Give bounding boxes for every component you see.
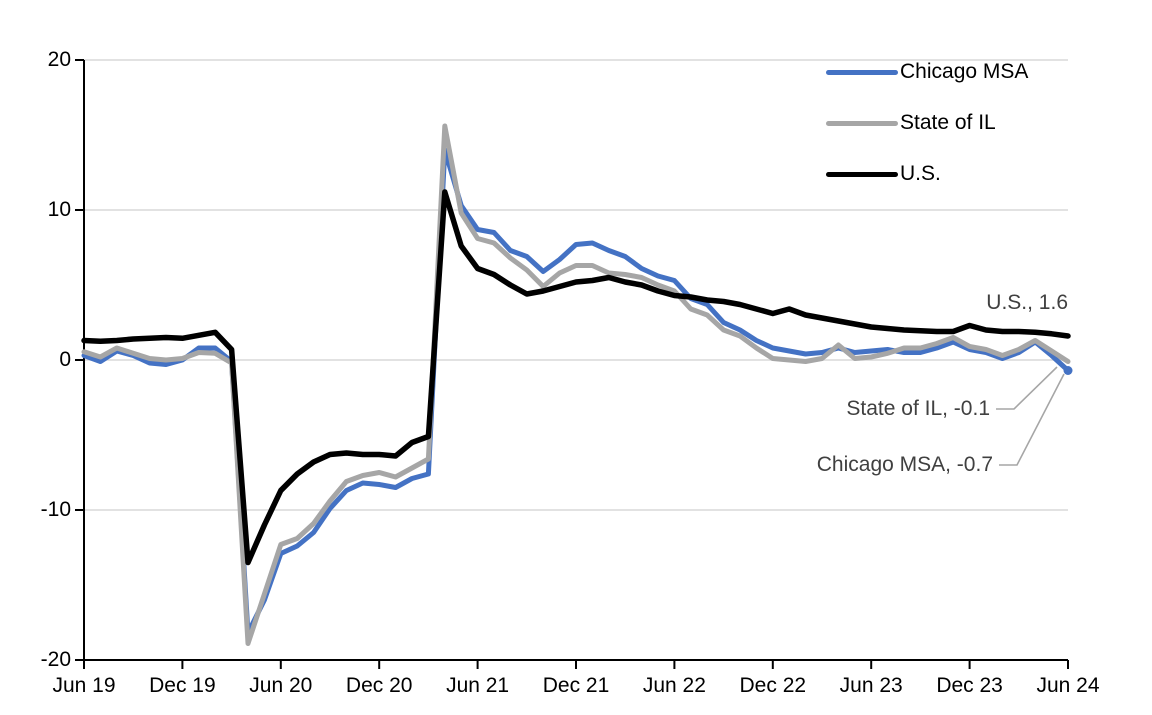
- x-tick-label: Dec 22: [739, 674, 807, 697]
- x-tick-label: Jun 20: [249, 674, 313, 697]
- y-tick-label: 10: [47, 198, 71, 221]
- annotation-chicago-msa-end-value: Chicago MSA, -0.7: [816, 453, 993, 476]
- y-tick-label: -10: [40, 498, 71, 521]
- legend-item: Chicago MSA: [826, 60, 1028, 84]
- y-tick-label: 20: [47, 48, 71, 71]
- legend-item: State of IL: [826, 111, 1028, 135]
- annotation-state-of-il-end-value: State of IL, -0.1: [846, 397, 990, 420]
- x-tick-label: Dec 20: [345, 674, 413, 697]
- legend-label: U.S.: [900, 162, 941, 185]
- x-tick-label: Dec 19: [149, 674, 216, 697]
- series-line-u-s-: [81, 189, 1071, 566]
- x-tick-label: Dec 23: [936, 674, 1003, 697]
- x-tick-label: Jun 21: [446, 674, 510, 697]
- x-tick-label: Jun 22: [642, 674, 706, 697]
- y-tick-label: -20: [40, 648, 71, 671]
- legend-label: Chicago MSA: [900, 60, 1029, 83]
- series-end-marker: [1063, 366, 1073, 375]
- annotation-us-end-value: U.S., 1.6: [986, 291, 1068, 314]
- legend-swatch: [826, 69, 898, 75]
- y-tick-label: 0: [59, 348, 71, 371]
- legend: Chicago MSA State of IL U.S.: [826, 60, 1028, 186]
- legend-item: U.S.: [826, 162, 1028, 186]
- x-tick-label: Jun 23: [839, 674, 903, 697]
- legend-label: State of IL: [900, 111, 996, 134]
- x-tick-label: Jun 24: [1036, 674, 1100, 697]
- legend-swatch: [826, 120, 898, 126]
- x-tick-label: Jun 19: [52, 674, 116, 697]
- x-tick-label: Dec 21: [542, 674, 610, 697]
- leader-line-chicago-msa: [999, 373, 1065, 466]
- legend-swatch: [826, 171, 898, 177]
- series-line-state-of-il: [81, 123, 1071, 646]
- leader-line-state-of-il: [996, 366, 1058, 410]
